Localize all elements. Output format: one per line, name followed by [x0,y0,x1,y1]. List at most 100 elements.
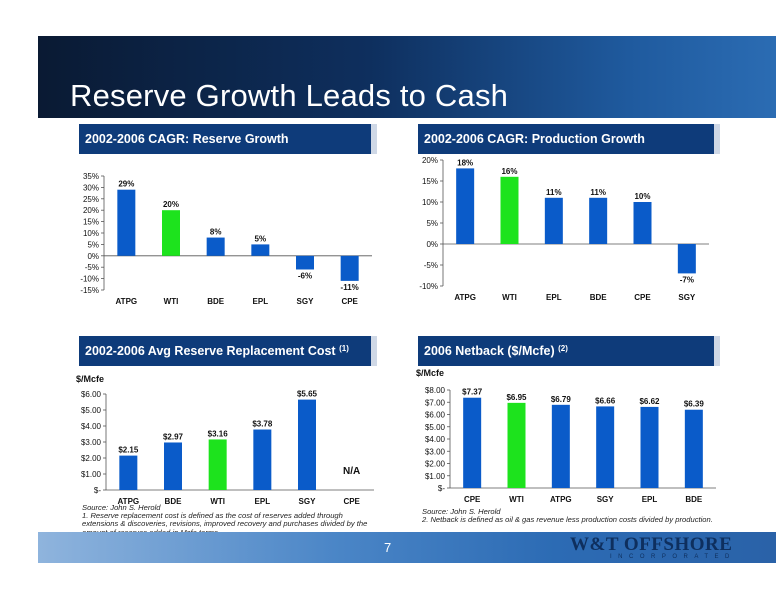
title-band [38,36,776,118]
bar-cpe [633,202,652,244]
chart-reserve-growth: 35% 30% 25% 20% 15% 10% 5% 0% -5% -10% -15% 29% ATPG… [80,172,372,306]
y-tick-label: 10% [83,229,99,238]
bar-epl [640,406,659,488]
bar-sgy [296,255,314,270]
y-tick-label: 5% [426,219,438,228]
panel-header-production-growth: 2002-2006 CAGR: Production Growth [418,124,720,154]
panel-header-replacement-cost: 2002-2006 Avg Reserve Replacement Cost (… [79,336,377,366]
x-tick-label: ATPG [550,495,572,504]
x-tick-label: ATPG [116,297,138,306]
panel-title: 2002-2006 CAGR: Production Growth [424,132,645,146]
y-tick-label: $4.00 [425,435,446,444]
data-label: -6% [298,271,312,280]
x-tick-label: SGY [299,497,317,506]
company-logo: W&T OFFSHORE INCORPORATED [568,533,776,563]
data-label: 20% [163,200,179,209]
y-tick-label: $1.00 [81,470,102,479]
data-label: $6.39 [684,400,705,409]
bar-epl [544,197,563,244]
y-tick-label: 0% [87,252,99,261]
y-tick-label: -15% [80,286,99,295]
bar-wti [208,439,227,490]
y-tick-label: 20% [83,206,99,215]
x-tick-label: BDE [207,297,225,306]
x-tick-label: SGY [678,293,696,302]
x-tick-label: BDE [165,497,183,506]
x-tick-label: SGY [297,297,315,306]
x-tick-label: ATPG [454,293,476,302]
x-tick-label: ATPG [118,497,140,506]
y-tick-label: $- [94,486,101,495]
y-tick-label: 30% [83,183,99,192]
footnote-2: 2. Netback is defined as oil & gas reven… [422,515,713,525]
data-label: $6.79 [551,395,572,404]
logo-wordmark: W&T OFFSHORE [570,534,733,555]
x-tick-label: BDE [685,495,703,504]
data-label: 18% [457,158,473,167]
chart-netback: $8.00 $7.00 $6.00 $5.00 $4.00 $3.00 $2.00 $1.00… [416,368,716,504]
data-label: $3.16 [208,429,229,438]
data-label: $3.78 [252,420,273,429]
data-label: 10% [634,192,650,201]
panel-header-netback: 2006 Netback ($/Mcfe) (2) [418,336,720,366]
y-tick-label: 15% [83,218,99,227]
panel-title: 2002-2006 CAGR: Reserve Growth [85,132,289,146]
y-tick-label: $1.00 [425,472,446,481]
y-axis-unit-label: $/Mcfe [76,374,104,384]
y-tick-label: -10% [419,282,438,291]
bar-atpg [117,189,136,256]
y-tick-label: $6.00 [81,390,102,399]
y-tick-label: $3.00 [425,447,446,456]
data-label: 5% [255,234,267,243]
y-tick-label: $4.00 [81,422,102,431]
y-tick-label: 35% [83,172,99,181]
footnote-marker: (1) [339,344,349,353]
bar-atpg [119,455,138,490]
panel-title: 2002-2006 Avg Reserve Replacement Cost [85,344,336,358]
bar-wti [500,176,519,244]
y-tick-label: -5% [424,261,438,270]
bar-sgy [596,406,615,488]
y-tick-label: 25% [83,195,99,204]
bar-cpe [340,255,359,281]
data-label: 16% [501,167,517,176]
footnote-marker: (2) [558,344,568,353]
y-tick-label: $8.00 [425,386,446,395]
data-label: $2.97 [163,432,184,441]
data-label: -7% [680,275,694,284]
data-label: $7.37 [462,388,483,397]
data-label: $5.65 [297,390,318,399]
bar-atpg [456,168,475,244]
x-tick-label: BDE [590,293,608,302]
data-label-na: N/A [343,466,360,477]
x-tick-label: EPL [642,495,658,504]
bar-wti [507,402,526,488]
x-tick-label: WTI [502,293,517,302]
x-tick-label: CPE [464,495,481,504]
x-tick-label: WTI [509,495,524,504]
footer-bar [38,532,776,563]
chart-replacement-cost: $6.00 $5.00 $4.00 $3.00 $2.00 $1.00 $- $/Mcfe $2… [76,374,374,506]
source-note: Source: John S. Herold [422,507,501,516]
x-tick-label: CPE [341,297,358,306]
page-number: 7 [384,540,392,555]
y-tick-label: $- [438,484,445,493]
chart-production-growth: 20% 15% 10% 5% 0% -5% -10% 18% ATPG 16% WTI 11% EPL 1… [419,156,709,302]
bar-wti [162,210,180,256]
x-tick-label: EPL [255,497,271,506]
y-tick-label: 10% [422,198,438,207]
bar-cpe [463,397,482,488]
bar-epl [253,429,272,490]
bar-atpg [551,404,570,488]
data-label: $6.66 [595,396,616,405]
bar-sgy [298,399,316,490]
x-tick-label: WTI [164,297,179,306]
data-label: $6.95 [506,393,527,402]
data-label: 11% [590,188,606,197]
y-tick-label: -10% [80,275,99,284]
x-tick-label: CPE [343,497,360,506]
y-tick-label: $3.00 [81,438,102,447]
data-label: $2.15 [118,446,139,455]
bar-bde [206,237,225,256]
y-tick-label: $7.00 [425,398,446,407]
